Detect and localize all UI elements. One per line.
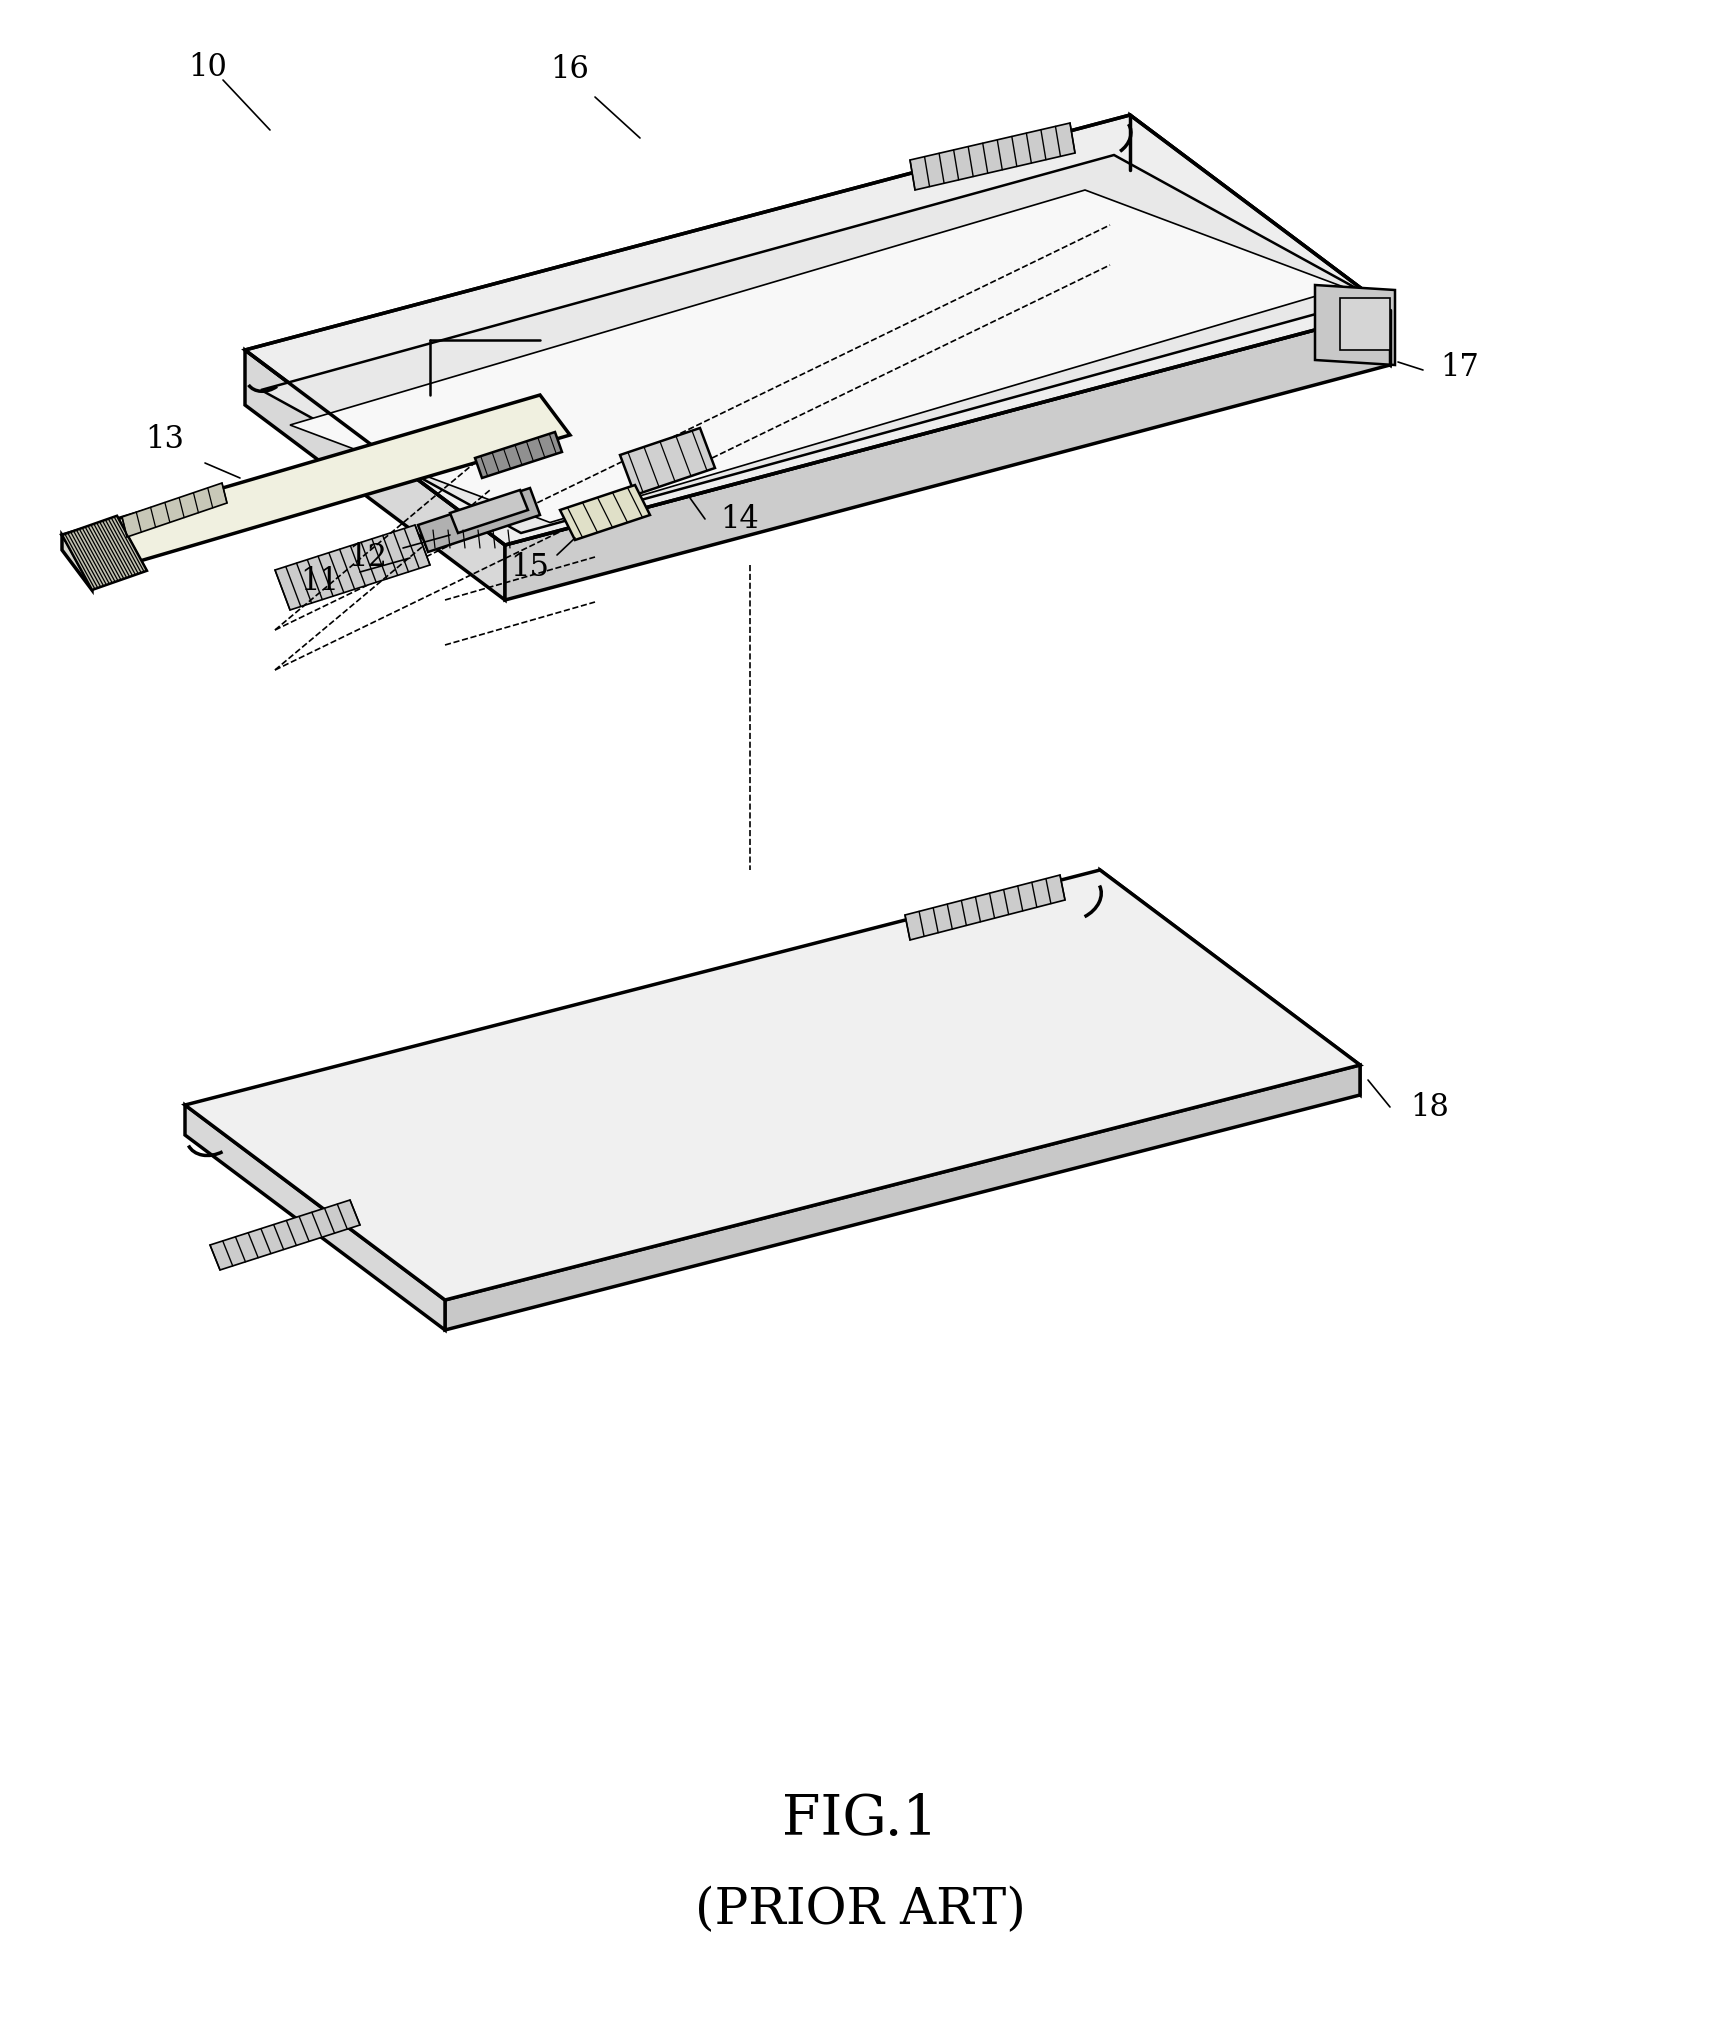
Polygon shape: [910, 124, 1075, 190]
Polygon shape: [62, 516, 146, 589]
Text: 18: 18: [1410, 1094, 1450, 1124]
Polygon shape: [475, 431, 562, 478]
Polygon shape: [1340, 298, 1390, 350]
Text: 12: 12: [349, 543, 387, 573]
Polygon shape: [561, 486, 650, 541]
Polygon shape: [122, 484, 227, 537]
Text: FIG.1: FIG.1: [783, 1792, 937, 1847]
Polygon shape: [418, 488, 540, 553]
Polygon shape: [445, 1065, 1361, 1330]
Polygon shape: [261, 156, 1374, 533]
Polygon shape: [186, 871, 1361, 1300]
Polygon shape: [905, 875, 1065, 940]
Text: 10: 10: [189, 53, 227, 83]
Text: 17: 17: [1441, 352, 1479, 383]
Polygon shape: [1316, 286, 1395, 364]
Polygon shape: [451, 490, 528, 533]
Polygon shape: [210, 1201, 359, 1270]
Polygon shape: [62, 395, 569, 575]
Polygon shape: [1130, 115, 1390, 364]
Polygon shape: [291, 190, 1345, 522]
Polygon shape: [619, 427, 716, 494]
Polygon shape: [506, 310, 1390, 599]
Text: 11: 11: [301, 567, 339, 597]
Polygon shape: [244, 350, 506, 599]
Text: 13: 13: [146, 425, 184, 456]
Polygon shape: [244, 115, 1390, 545]
Polygon shape: [62, 535, 91, 589]
Polygon shape: [1101, 871, 1361, 1096]
Polygon shape: [186, 1106, 445, 1330]
Text: 15: 15: [511, 553, 549, 583]
Polygon shape: [275, 524, 430, 610]
Text: 16: 16: [550, 55, 590, 85]
Text: (PRIOR ART): (PRIOR ART): [695, 1885, 1025, 1934]
Text: 14: 14: [721, 504, 759, 535]
